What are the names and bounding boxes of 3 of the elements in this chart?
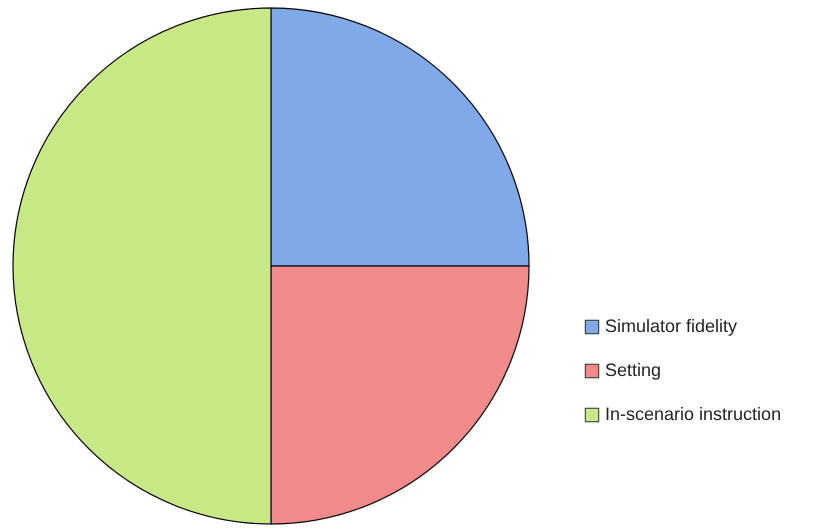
legend-label: In-scenario instruction bbox=[605, 404, 782, 424]
legend-label: Setting bbox=[605, 360, 662, 380]
legend-label: Simulator fidelity bbox=[605, 316, 738, 336]
